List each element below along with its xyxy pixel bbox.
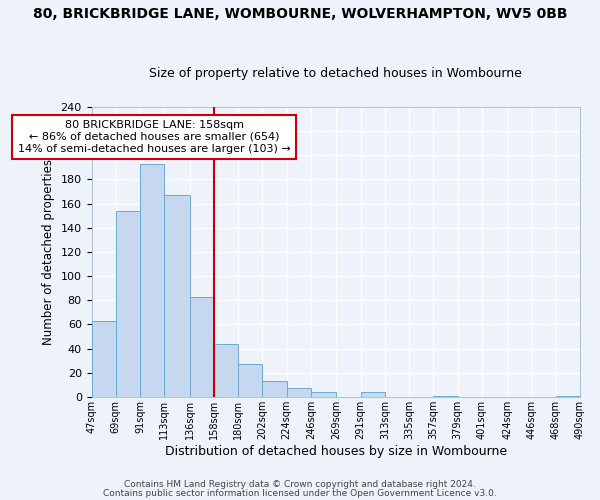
Title: Size of property relative to detached houses in Wombourne: Size of property relative to detached ho… bbox=[149, 66, 522, 80]
Bar bbox=[164, 195, 190, 397]
Bar bbox=[116, 211, 140, 397]
Text: Contains public sector information licensed under the Open Government Licence v3: Contains public sector information licen… bbox=[103, 489, 497, 498]
Bar bbox=[556, 396, 580, 397]
Bar bbox=[433, 396, 458, 397]
Text: 80 BRICKBRIDGE LANE: 158sqm
← 86% of detached houses are smaller (654)
14% of se: 80 BRICKBRIDGE LANE: 158sqm ← 86% of det… bbox=[18, 120, 291, 154]
Bar bbox=[361, 392, 385, 397]
X-axis label: Distribution of detached houses by size in Wombourne: Distribution of detached houses by size … bbox=[165, 444, 507, 458]
Bar bbox=[311, 392, 337, 397]
Bar bbox=[214, 344, 238, 397]
Text: Contains HM Land Registry data © Crown copyright and database right 2024.: Contains HM Land Registry data © Crown c… bbox=[124, 480, 476, 489]
Bar bbox=[92, 320, 116, 397]
Bar bbox=[238, 364, 262, 397]
Y-axis label: Number of detached properties: Number of detached properties bbox=[42, 159, 55, 345]
Bar bbox=[190, 296, 214, 397]
Bar bbox=[287, 388, 311, 397]
Bar bbox=[262, 381, 287, 397]
Text: 80, BRICKBRIDGE LANE, WOMBOURNE, WOLVERHAMPTON, WV5 0BB: 80, BRICKBRIDGE LANE, WOMBOURNE, WOLVERH… bbox=[33, 8, 567, 22]
Bar bbox=[140, 164, 164, 397]
